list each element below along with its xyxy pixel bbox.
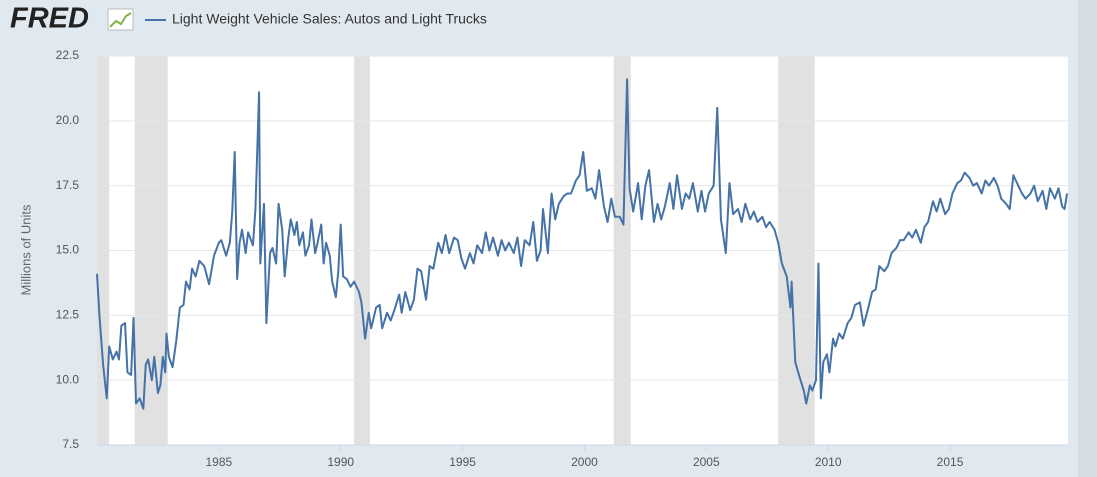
x-tick-label: 2015 <box>937 455 964 469</box>
x-tick-label: 1995 <box>449 455 476 469</box>
legend-label: Light Weight Vehicle Sales: Autos and Li… <box>172 11 487 27</box>
y-tick-label: 10.0 <box>56 372 80 386</box>
y-tick-label: 20.0 <box>56 113 80 127</box>
x-tick-label: 2005 <box>693 455 720 469</box>
x-tick-label: 2000 <box>571 455 598 469</box>
scrollbar-strip <box>1078 0 1097 477</box>
y-axis-title: Millions of Units <box>18 204 33 296</box>
logo-icon <box>107 8 134 31</box>
x-tick-label: 1990 <box>327 455 354 469</box>
y-tick-label: 15.0 <box>56 243 80 257</box>
data-line <box>96 78 1069 410</box>
y-tick-label: 7.5 <box>62 437 79 451</box>
y-tick-label: 22.5 <box>56 48 80 62</box>
y-tick-label: 17.5 <box>56 178 80 192</box>
logo: FRED <box>10 3 89 35</box>
x-tick-label: 1985 <box>206 455 233 469</box>
y-tick-label: 12.5 <box>56 308 80 322</box>
x-tick-label: 2010 <box>815 455 842 469</box>
